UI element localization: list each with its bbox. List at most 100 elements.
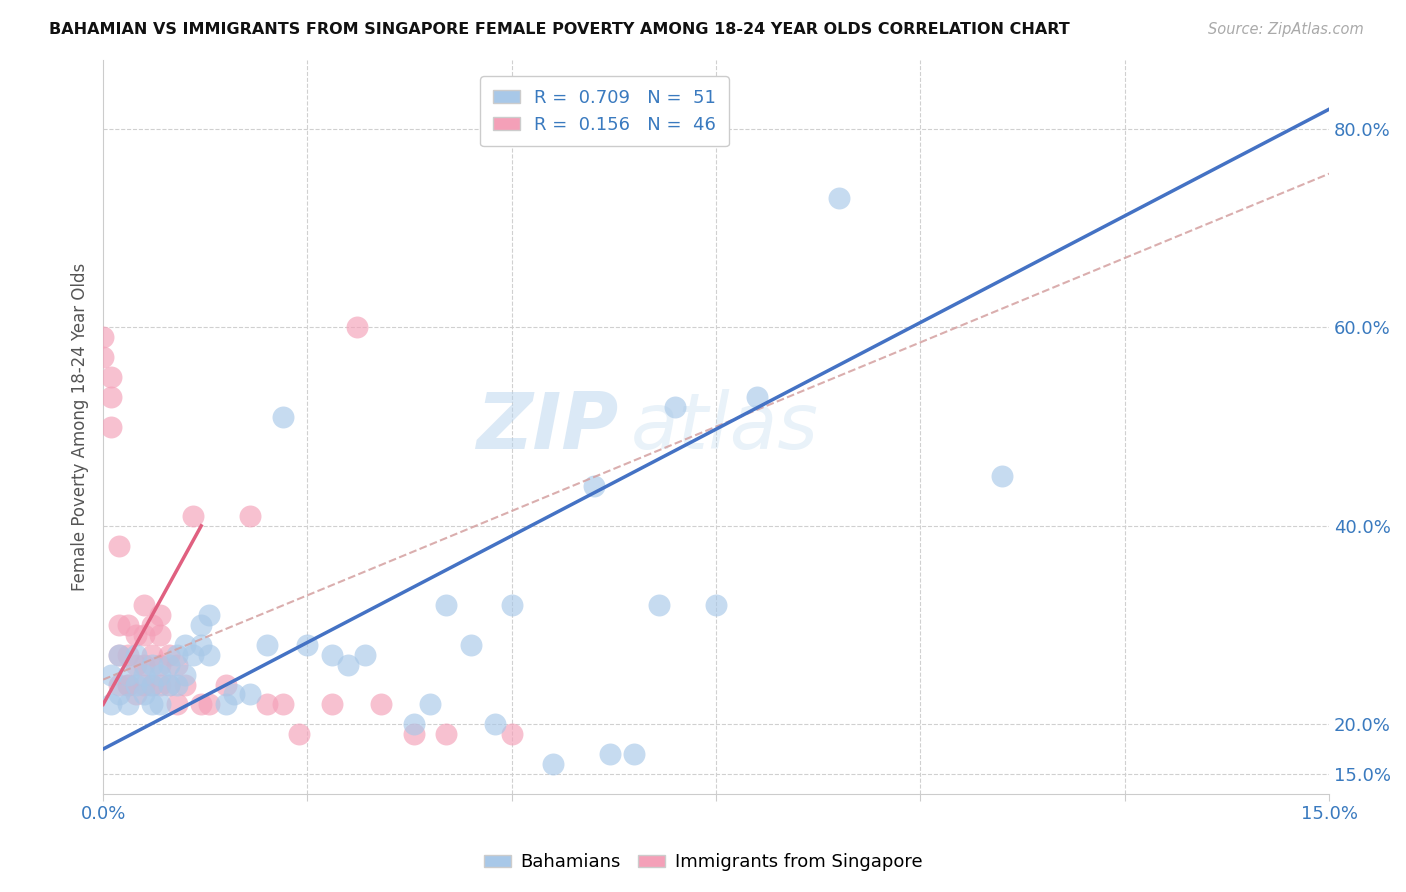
Point [271, 698, 294, 712]
Point [149, 628, 172, 642]
Point [157, 657, 180, 672]
Point [141, 657, 163, 672]
Point [157, 648, 180, 662]
Point [623, 747, 645, 761]
Point [704, 598, 727, 612]
Point [664, 400, 686, 414]
Point [190, 698, 212, 712]
Point [108, 648, 131, 662]
Point [166, 698, 188, 712]
Point [141, 618, 163, 632]
Point [166, 657, 188, 672]
Point [125, 628, 148, 642]
Point [141, 677, 163, 691]
Point [501, 598, 523, 612]
Point [132, 667, 155, 681]
Point [991, 469, 1014, 483]
Point [100, 419, 122, 434]
Point [117, 677, 139, 691]
Point [141, 677, 163, 691]
Point [648, 598, 671, 612]
Point [132, 657, 155, 672]
Legend: Bahamians, Immigrants from Singapore: Bahamians, Immigrants from Singapore [477, 847, 929, 879]
Point [828, 192, 851, 206]
Text: ZIP: ZIP [475, 389, 619, 465]
Point [582, 479, 605, 493]
Point [198, 698, 221, 712]
Point [181, 648, 204, 662]
Point [501, 727, 523, 741]
Point [149, 667, 172, 681]
Point [173, 638, 195, 652]
Point [100, 698, 122, 712]
Point [215, 677, 238, 691]
Point [198, 648, 221, 662]
Point [256, 638, 278, 652]
Point [100, 370, 122, 384]
Point [321, 648, 343, 662]
Point [125, 657, 148, 672]
Point [419, 698, 441, 712]
Point [173, 677, 195, 691]
Point [117, 677, 139, 691]
Point [173, 667, 195, 681]
Point [117, 667, 139, 681]
Point [132, 677, 155, 691]
Point [166, 648, 188, 662]
Point [125, 648, 148, 662]
Point [484, 717, 506, 731]
Point [100, 667, 122, 681]
Point [436, 727, 458, 741]
Point [149, 677, 172, 691]
Point [141, 648, 163, 662]
Point [132, 598, 155, 612]
Point [402, 717, 425, 731]
Point [108, 618, 131, 632]
Legend: R =  0.709   N =  51, R =  0.156   N =  46: R = 0.709 N = 51, R = 0.156 N = 46 [479, 76, 728, 146]
Point [239, 688, 262, 702]
Point [297, 638, 319, 652]
Point [108, 688, 131, 702]
Point [108, 648, 131, 662]
Point [149, 698, 172, 712]
Y-axis label: Female Poverty Among 18-24 Year Olds: Female Poverty Among 18-24 Year Olds [72, 262, 89, 591]
Point [149, 608, 172, 623]
Point [117, 648, 139, 662]
Point [166, 677, 188, 691]
Point [125, 688, 148, 702]
Point [149, 657, 172, 672]
Point [460, 638, 482, 652]
Point [190, 638, 212, 652]
Point [108, 539, 131, 553]
Point [436, 598, 458, 612]
Text: Source: ZipAtlas.com: Source: ZipAtlas.com [1208, 22, 1364, 37]
Point [321, 698, 343, 712]
Point [132, 688, 155, 702]
Point [239, 508, 262, 523]
Text: atlas: atlas [630, 389, 818, 465]
Point [271, 409, 294, 424]
Point [370, 698, 392, 712]
Point [157, 677, 180, 691]
Point [141, 698, 163, 712]
Point [100, 390, 122, 404]
Point [157, 677, 180, 691]
Point [346, 320, 368, 334]
Point [117, 698, 139, 712]
Text: BAHAMIAN VS IMMIGRANTS FROM SINGAPORE FEMALE POVERTY AMONG 18-24 YEAR OLDS CORRE: BAHAMIAN VS IMMIGRANTS FROM SINGAPORE FE… [49, 22, 1070, 37]
Point [91, 330, 114, 344]
Point [541, 756, 564, 771]
Point [222, 688, 245, 702]
Point [745, 390, 768, 404]
Point [599, 747, 621, 761]
Point [353, 648, 375, 662]
Point [337, 657, 360, 672]
Point [215, 698, 238, 712]
Point [125, 677, 148, 691]
Point [132, 628, 155, 642]
Point [256, 698, 278, 712]
Point [198, 608, 221, 623]
Point [190, 618, 212, 632]
Point [117, 618, 139, 632]
Point [91, 350, 114, 364]
